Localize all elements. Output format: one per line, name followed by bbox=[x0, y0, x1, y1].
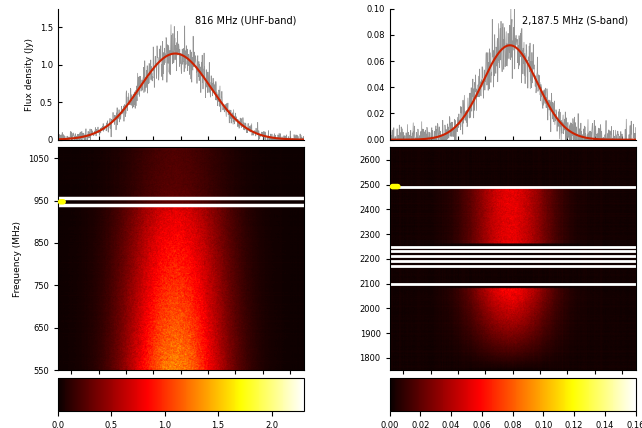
X-axis label: Time (s): Time (s) bbox=[493, 394, 532, 404]
X-axis label: Time (s): Time (s) bbox=[161, 394, 200, 404]
Text: 2,187.5 MHz (S-band): 2,187.5 MHz (S-band) bbox=[522, 15, 629, 25]
Y-axis label: Flux density (Jy): Flux density (Jy) bbox=[25, 38, 34, 110]
Y-axis label: Frequency (MHz): Frequency (MHz) bbox=[13, 221, 22, 297]
Text: 816 MHz (UHF-band): 816 MHz (UHF-band) bbox=[195, 15, 296, 25]
